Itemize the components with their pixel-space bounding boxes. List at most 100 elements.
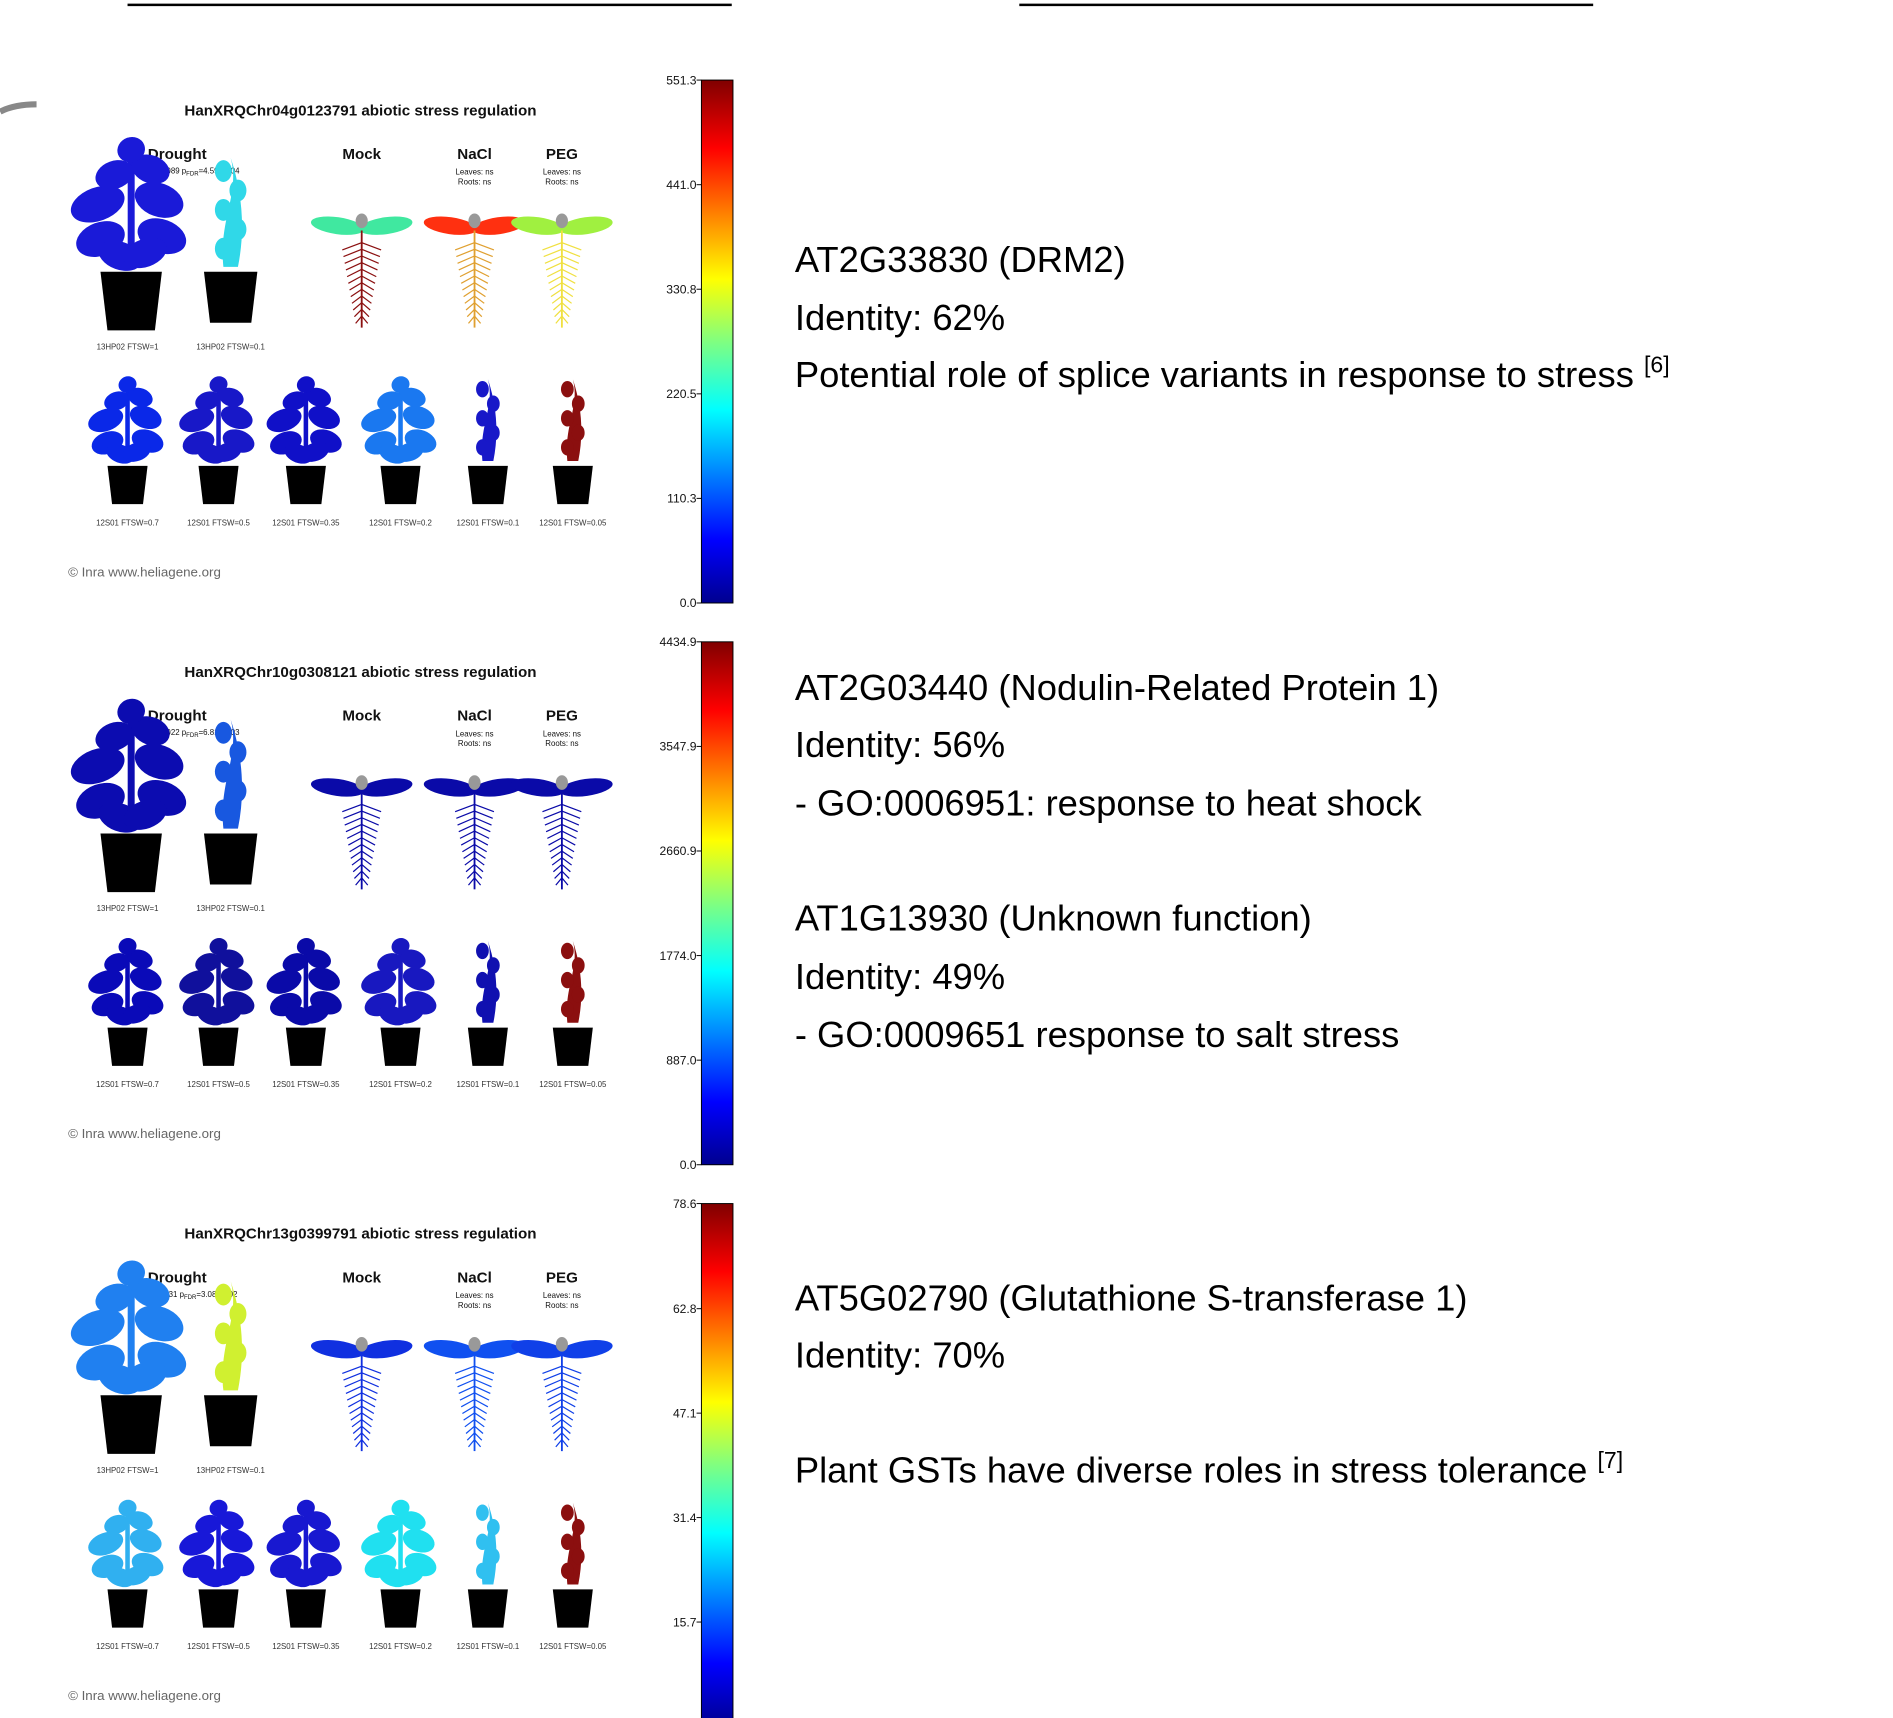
plant-leaf: [572, 1519, 585, 1535]
note-reference: [7]: [1597, 1447, 1623, 1473]
plant-leaf: [215, 1322, 232, 1344]
expression-panel: HanXRQChr10g0308121 abiotic stress regul…: [66, 635, 733, 1172]
colorbar-tick-label: 1774.0: [659, 949, 696, 963]
condition-label: PEG: [546, 146, 578, 163]
field-label: 12S01 FTSW=0.1: [456, 518, 519, 527]
condition-label: NaCl: [457, 1269, 492, 1286]
pot-label: 13HP02 FTSW=0.1: [196, 1466, 265, 1475]
plant-leaf: [215, 761, 232, 783]
plant-leaf: [572, 957, 585, 973]
pot: [204, 1395, 257, 1446]
seedling-bud: [556, 214, 568, 229]
plant-leaf: [572, 1548, 585, 1564]
plant-leaf: [215, 722, 232, 744]
pot: [108, 1028, 148, 1066]
plant-leaf: [572, 986, 585, 1002]
note-reference: [6]: [1644, 351, 1670, 377]
pot: [100, 272, 161, 331]
pot: [381, 466, 421, 504]
plant-leaf: [229, 180, 246, 202]
note-line: AT2G03440 (Nodulin-Related Protein 1): [795, 667, 1439, 708]
plant-leaf: [561, 1001, 574, 1017]
condition-note: Leaves: ns: [543, 1291, 581, 1300]
panel-title: HanXRQChr04g0123791 abiotic stress regul…: [184, 102, 536, 119]
pot: [199, 1589, 239, 1627]
copyright: © Inra www.heliagene.org: [68, 564, 221, 579]
condition-label: Mock: [342, 708, 381, 725]
plant-leaf: [476, 943, 489, 959]
plant-leaf: [229, 1303, 246, 1325]
seedling-bud: [556, 1337, 568, 1352]
colorbar-tick-label: 47.1: [673, 1406, 697, 1420]
note-line: AT1G13930 (Unknown function): [795, 898, 1312, 939]
seedling-bud: [356, 214, 368, 229]
condition-note: Leaves: ns: [455, 1291, 493, 1300]
plant-leaf: [572, 396, 585, 412]
plant-leaf: [561, 1563, 574, 1579]
copyright: © Inra www.heliagene.org: [68, 1126, 221, 1141]
panel-title: HanXRQChr13g0399791 abiotic stress regul…: [184, 1226, 536, 1243]
field-label: 12S01 FTSW=0.5: [187, 1080, 250, 1089]
seedling-bud: [356, 775, 368, 790]
field-label: 12S01 FTSW=0.5: [187, 518, 250, 527]
plant-leaf: [215, 1361, 232, 1383]
colorbar-tick-label: 2660.9: [659, 844, 696, 858]
plant-leaf: [561, 1504, 574, 1520]
plant-leaf: [561, 381, 574, 397]
plant-leaf: [229, 1342, 246, 1364]
condition-label: NaCl: [457, 708, 492, 725]
expression-panel: HanXRQChr13g0399791 abiotic stress regul…: [66, 1197, 733, 1718]
field-label: 12S01 FTSW=0.7: [96, 1080, 159, 1089]
colorbar-tick-label: 31.4: [673, 1511, 697, 1525]
colorbar: [701, 80, 733, 603]
condition-label: PEG: [546, 1269, 578, 1286]
plant-leaf: [215, 1284, 232, 1306]
plant-leaf: [229, 780, 246, 802]
plant-leaf: [215, 238, 232, 260]
note-line: Identity: 49%: [795, 956, 1005, 997]
stats-sub: FDR: [186, 171, 199, 177]
plant-leaf: [476, 1001, 489, 1017]
field-label: 12S01 FTSW=0.35: [272, 1642, 340, 1651]
note-text: Plant GSTs have diverse roles in stress …: [795, 1450, 1598, 1491]
plant-leaf: [487, 1519, 500, 1535]
plant-leaf: [572, 425, 585, 441]
note-line: - GO:0006951: response to heat shock: [795, 782, 1423, 823]
note-line: Potential role of splice variants in res…: [795, 351, 1670, 395]
plant-leaf: [476, 410, 489, 426]
plant-leaf: [229, 218, 246, 240]
plant-leaf: [487, 425, 500, 441]
pot: [204, 834, 257, 885]
field-label: 12S01 FTSW=0.2: [369, 518, 432, 527]
condition-label: PEG: [546, 708, 578, 725]
plant-leaf: [476, 439, 489, 455]
pot: [553, 1589, 593, 1627]
colorbar-tick-label: 0.0: [680, 1158, 697, 1172]
plant-leaf: [561, 943, 574, 959]
pot-label: 13HP02 FTSW=0.1: [196, 342, 265, 351]
pot: [108, 1589, 148, 1627]
plant-leaf: [476, 381, 489, 397]
field-label: 12S01 FTSW=0.2: [369, 1080, 432, 1089]
seedling-bud: [356, 1337, 368, 1352]
condition-note: Leaves: ns: [455, 729, 493, 738]
plant-leaf: [561, 439, 574, 455]
pot-label: 13HP02 FTSW=1: [97, 904, 159, 913]
pot: [468, 1589, 508, 1627]
field-label: 12S01 FTSW=0.5: [187, 1642, 250, 1651]
note-line: AT2G33830 (DRM2): [795, 239, 1126, 280]
seedling-bud: [468, 1337, 480, 1352]
colorbar-tick-label: 4434.9: [659, 635, 696, 649]
expression-panel: HanXRQChr04g0123791 abiotic stress regul…: [66, 73, 733, 610]
plant-leaf: [561, 410, 574, 426]
pot: [199, 466, 239, 504]
pot: [381, 1028, 421, 1066]
panel-title: HanXRQChr10g0308121 abiotic stress regul…: [184, 664, 536, 681]
field-label: 12S01 FTSW=0.35: [272, 1080, 340, 1089]
condition-note: Roots: ns: [545, 739, 578, 748]
field-label: 12S01 FTSW=0.05: [539, 1642, 607, 1651]
plant-leaf: [561, 972, 574, 988]
colorbar-tick-label: 330.8: [666, 282, 697, 296]
pot: [204, 272, 257, 323]
field-label: 12S01 FTSW=0.1: [456, 1080, 519, 1089]
